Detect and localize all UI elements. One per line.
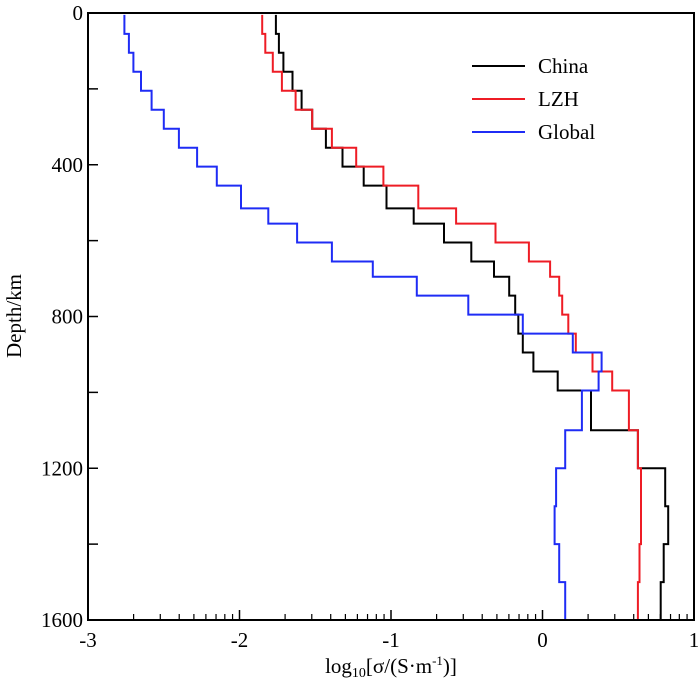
- legend: China LZH Global: [472, 54, 595, 144]
- legend-label-lzh: LZH: [538, 87, 579, 111]
- y-axis-title: Depth/km: [2, 274, 26, 358]
- x-tick-label: 0: [537, 628, 548, 652]
- series-line-lzh: [261, 14, 642, 620]
- x-axis-title-base: log: [325, 654, 352, 678]
- series-layer: [123, 14, 670, 620]
- y-tick-label: 0: [73, 1, 84, 25]
- y-tick-label: 800: [52, 305, 84, 329]
- legend-label-global: Global: [538, 120, 595, 144]
- x-tick-label: -3: [79, 628, 97, 652]
- x-tick-label: 1: [689, 628, 700, 652]
- x-tick-label: -2: [231, 628, 249, 652]
- x-axis-title-sup: -1: [432, 653, 443, 668]
- series-line-global: [123, 14, 603, 620]
- x-axis-title-end: )]: [443, 654, 457, 678]
- ticks-layer: -3 -2 -1 0 1 0 400 800 1200 1600: [41, 1, 699, 652]
- y-tick-label: 1200: [41, 456, 83, 480]
- series-line-china: [274, 14, 670, 620]
- legend-label-china: China: [538, 54, 589, 78]
- y-tick-label: 400: [52, 153, 84, 177]
- y-tick-label: 1600: [41, 608, 83, 632]
- x-axis-title: log10[σ/(S·m-1)]: [325, 653, 457, 681]
- x-axis-title-mid: [σ/(S·m: [366, 654, 432, 678]
- plot-frame: [87, 12, 695, 621]
- x-axis-title-sub: 10: [352, 666, 366, 681]
- x-tick-label: -1: [382, 628, 400, 652]
